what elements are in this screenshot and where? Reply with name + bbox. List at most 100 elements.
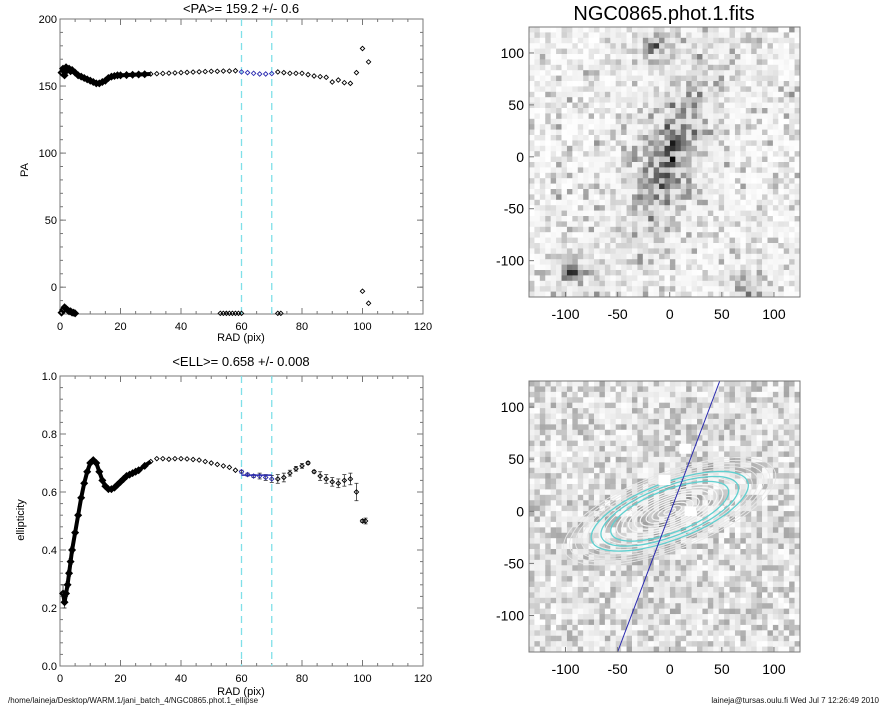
image-pixel: [783, 70, 790, 76]
image-pixel: [686, 489, 692, 496]
image-pixel: [762, 194, 768, 201]
image-pixel: [583, 402, 589, 409]
image-pixel: [691, 54, 698, 60]
image-pixel: [729, 549, 736, 555]
image-pixel: [556, 59, 562, 66]
image-pixel: [529, 586, 535, 593]
image-pixel: [745, 270, 752, 276]
image-pixel: [561, 183, 568, 190]
image-pixel: [686, 194, 692, 201]
image-pixel: [545, 527, 551, 534]
image-pixel: [718, 140, 725, 147]
image-pixel: [680, 178, 687, 184]
image-pixel: [648, 614, 654, 620]
y-tick-label: 50: [508, 97, 524, 113]
image-pixel: [615, 280, 622, 287]
image-pixel: [566, 391, 573, 398]
image-pixel: [767, 194, 774, 201]
image-pixel: [577, 113, 584, 120]
image-pixel: [534, 172, 541, 179]
image-pixel: [637, 81, 644, 87]
image-pixel: [675, 586, 682, 593]
image-pixel: [669, 140, 676, 147]
image-pixel: [686, 413, 692, 420]
image-pixel: [745, 259, 752, 265]
image-pixel: [631, 264, 638, 271]
image-pixel: [621, 64, 627, 71]
image-pixel: [653, 264, 660, 271]
image-pixel: [729, 81, 736, 87]
image-pixel: [615, 162, 622, 168]
image-pixel: [659, 194, 665, 201]
image-pixel: [697, 527, 703, 534]
image-pixel: [594, 113, 600, 120]
image-pixel: [713, 397, 719, 403]
image-pixel: [669, 248, 676, 255]
image-pixel: [745, 189, 752, 195]
image-pixel: [664, 91, 671, 98]
image-pixel: [610, 232, 617, 238]
image-pixel: [637, 413, 644, 420]
image-pixel: [626, 418, 633, 425]
image-pixel: [550, 381, 557, 387]
image-pixel: [734, 259, 741, 265]
image-pixel: [626, 440, 633, 447]
image-pixel: [534, 586, 541, 593]
image-pixel: [740, 264, 747, 271]
image-pixel: [610, 183, 617, 190]
image-pixel: [529, 559, 535, 566]
image-pixel: [604, 570, 611, 577]
image-pixel: [734, 408, 741, 414]
image-pixel: [599, 440, 606, 447]
image-pixel: [659, 167, 665, 174]
image-pixel: [610, 597, 617, 604]
image-pixel: [724, 221, 730, 228]
image-pixel: [529, 189, 535, 195]
image-pixel: [740, 221, 747, 228]
image-pixel: [604, 500, 611, 506]
image-pixel: [794, 91, 801, 98]
image-pixel: [631, 505, 638, 512]
image-pixel: [762, 270, 768, 276]
image-pixel: [669, 451, 676, 458]
image-pixel: [566, 286, 573, 292]
image-pixel: [680, 75, 687, 82]
image-pixel: [675, 381, 682, 387]
image-pixel: [767, 243, 774, 249]
image-pixel: [664, 549, 671, 555]
image-pixel: [713, 145, 719, 152]
image-pixel: [718, 226, 725, 233]
image-pixel: [637, 286, 644, 292]
image-pixel: [648, 381, 654, 387]
image-pixel: [642, 27, 649, 33]
image-pixel: [691, 280, 698, 287]
image-pixel: [583, 226, 589, 233]
image-pixel: [691, 237, 698, 244]
image-pixel: [680, 194, 687, 201]
image-pixel: [566, 27, 573, 33]
image-pixel: [599, 167, 606, 174]
image-pixel: [691, 451, 698, 458]
image-pixel: [561, 527, 568, 534]
image-pixel: [686, 456, 692, 463]
image-pixel: [583, 216, 589, 222]
image-pixel: [615, 624, 622, 631]
image-pixel: [539, 178, 546, 184]
image-pixel: [594, 243, 600, 249]
image-pixel: [697, 199, 703, 206]
image-pixel: [664, 521, 671, 528]
image-pixel: [539, 151, 546, 157]
image-pixel: [669, 205, 676, 211]
image-pixel: [604, 576, 611, 582]
image-pixel: [691, 151, 698, 157]
image-pixel: [767, 140, 774, 147]
image-pixel: [713, 43, 719, 49]
image-pixel: [631, 48, 638, 55]
image-pixel: [702, 151, 709, 157]
image-pixel: [588, 259, 595, 265]
image-pixel: [588, 565, 595, 571]
image-pixel: [642, 32, 649, 39]
image-pixel: [653, 237, 660, 244]
image-pixel: [615, 248, 622, 255]
image-pixel: [713, 91, 719, 98]
